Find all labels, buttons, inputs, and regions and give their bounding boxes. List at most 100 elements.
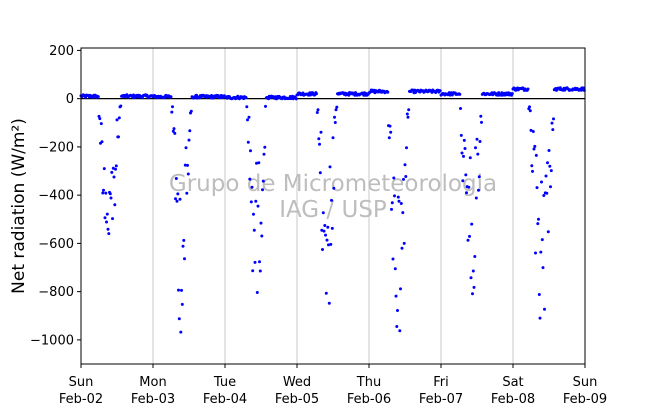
data-point (536, 222, 540, 226)
data-point (549, 185, 552, 189)
data-point (187, 138, 191, 142)
y-axis-label: Net radiation (W/m²) (9, 118, 29, 294)
data-point (330, 226, 334, 230)
data-point (466, 238, 470, 242)
data-point (178, 197, 182, 201)
data-point (552, 117, 555, 121)
data-point (102, 167, 106, 171)
y-tick-label: 200 (49, 44, 74, 59)
data-point (174, 177, 178, 180)
data-point (399, 287, 402, 291)
data-point (393, 267, 397, 271)
data-point (458, 92, 462, 96)
data-point (105, 220, 108, 224)
data-point (248, 177, 252, 181)
data-point (333, 121, 337, 124)
data-point (252, 228, 256, 232)
data-point (171, 129, 175, 133)
data-point (249, 200, 253, 204)
data-point (175, 199, 179, 203)
data-point (171, 105, 174, 109)
data-point (479, 114, 483, 118)
data-point (390, 207, 393, 211)
data-point (249, 149, 252, 153)
data-point (397, 199, 401, 203)
data-point (469, 276, 473, 280)
data-point (183, 163, 187, 167)
x-tick-day: Thu (356, 375, 381, 390)
data-point (534, 153, 538, 157)
data-point (534, 251, 537, 255)
data-point (322, 229, 326, 233)
data-point (528, 109, 532, 113)
data-point (386, 90, 390, 94)
data-point (246, 140, 250, 144)
y-tick-label: −800 (38, 285, 74, 300)
data-point (528, 105, 531, 109)
data-point (537, 217, 540, 221)
x-tick-date: Feb-08 (491, 392, 535, 407)
data-point (549, 169, 553, 173)
data-point (244, 96, 248, 99)
watermark: Grupo de Micrometeorologia IAG / USP (169, 171, 497, 223)
data-point (475, 137, 479, 141)
data-point (252, 212, 255, 216)
x-tick-date: Feb-02 (59, 392, 103, 407)
y-tick-label: 0 (66, 92, 74, 107)
data-point (114, 164, 118, 168)
data-point (529, 128, 533, 132)
data-point (318, 171, 322, 175)
data-point (174, 197, 177, 201)
data-point (325, 238, 329, 242)
data-point (478, 140, 482, 143)
data-point (183, 257, 186, 261)
data-point (254, 199, 258, 203)
data-point (538, 316, 542, 320)
data-point (400, 246, 404, 250)
data-point (396, 309, 399, 312)
data-point (582, 86, 585, 90)
data-point (104, 191, 108, 195)
data-point (405, 146, 408, 150)
x-tick-day: Sun (69, 375, 94, 390)
data-point (406, 115, 410, 119)
data-point (471, 269, 475, 273)
data-point (539, 250, 543, 254)
data-point (396, 195, 400, 199)
y-tick-label: −600 (38, 237, 74, 252)
data-point (541, 266, 545, 270)
data-point (251, 269, 255, 273)
data-point (392, 176, 396, 180)
data-point (531, 169, 534, 173)
data-point (391, 257, 395, 261)
y-axis-ticks: 200 0 −200 −400 −600 −800 −1000 (30, 44, 81, 348)
data-point (186, 163, 189, 167)
data-point (324, 291, 328, 295)
data-point (107, 232, 111, 236)
data-point (331, 136, 335, 140)
data-point (259, 221, 263, 225)
data-point (459, 133, 463, 137)
data-point (399, 202, 403, 205)
data-point (402, 241, 406, 245)
data-point (172, 127, 176, 131)
data-point (459, 107, 462, 110)
data-point (480, 120, 483, 124)
x-tick-date: Feb-09 (563, 392, 607, 407)
data-point (262, 152, 266, 156)
data-point (111, 217, 114, 221)
data-point (330, 198, 333, 202)
data-point (468, 234, 471, 238)
data-point (186, 172, 190, 176)
data-point (110, 170, 114, 174)
data-point (103, 216, 107, 220)
data-point (258, 260, 261, 264)
data-point (462, 154, 465, 158)
data-point (173, 131, 177, 135)
data-point (260, 234, 264, 238)
plot-area (81, 48, 585, 364)
data-point (532, 147, 536, 151)
data-point (176, 192, 180, 196)
data-point (99, 122, 103, 126)
data-point (468, 156, 472, 160)
